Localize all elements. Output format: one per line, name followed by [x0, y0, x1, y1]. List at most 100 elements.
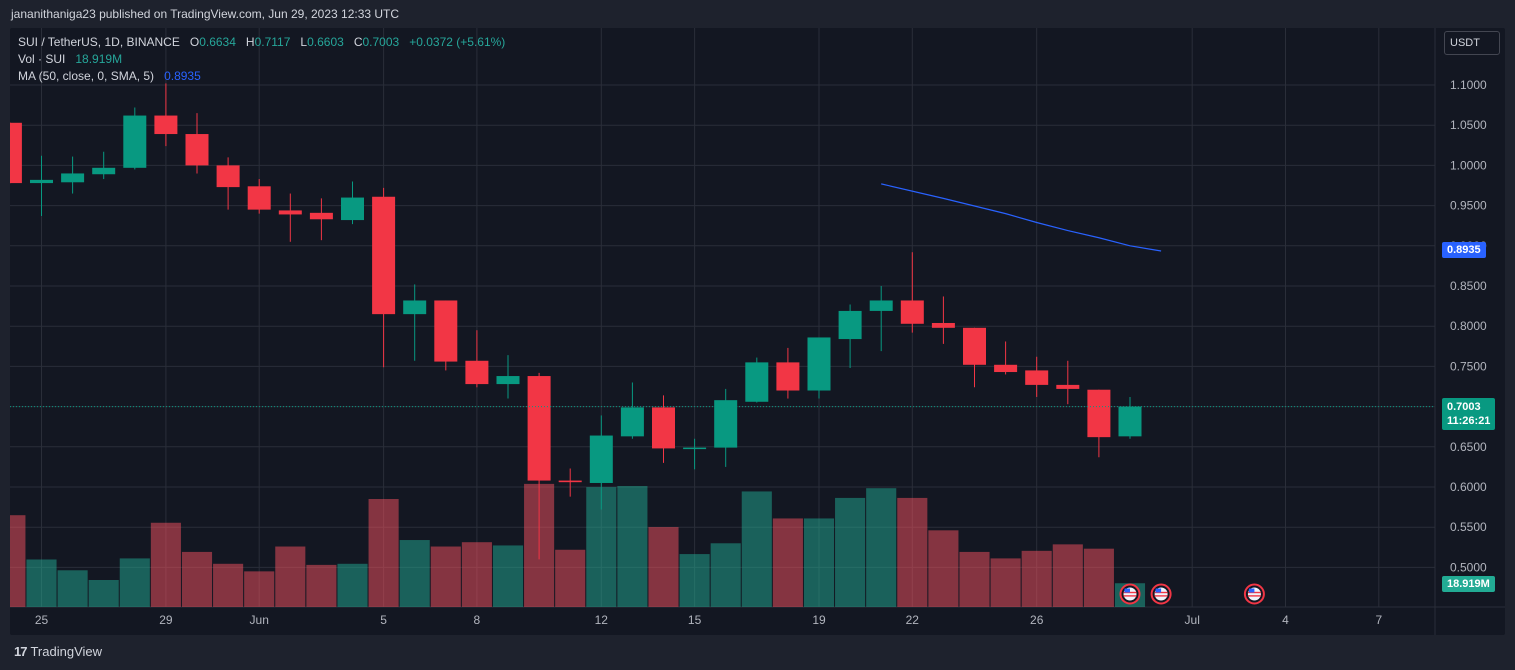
- volume-bar: [990, 558, 1021, 607]
- candle-body: [372, 196, 396, 315]
- candle-body: [652, 407, 675, 449]
- x-tick-label: 22: [906, 613, 920, 627]
- flag-stripe: [1154, 595, 1168, 597]
- publisher-header: jananithaniga23 published on TradingView…: [11, 7, 400, 21]
- legend-symbol[interactable]: SUI / TetherUS, 1D, BINANCE: [18, 35, 180, 49]
- legend-volume-value: 18.919M: [75, 52, 123, 66]
- x-tick-label: Jun: [250, 613, 269, 627]
- currency-selector[interactable]: USDT: [1444, 31, 1500, 55]
- y-tick-label: 0.8500: [1450, 279, 1487, 293]
- x-tick-label: 7: [1375, 613, 1382, 627]
- candlestick-chart[interactable]: 1.10001.05001.00000.95000.90000.85000.80…: [10, 28, 1505, 635]
- candle-body: [963, 327, 986, 365]
- volume-bar: [1052, 544, 1083, 607]
- volume-bar: [741, 491, 772, 607]
- candle-body: [714, 400, 738, 448]
- legend-open-value: 0.6634: [199, 35, 236, 49]
- candle-body: [30, 179, 53, 184]
- candle-body: [496, 376, 520, 385]
- candle-body: [434, 300, 458, 362]
- y-tick-label: 0.8000: [1450, 319, 1487, 333]
- volume-bar: [213, 563, 244, 607]
- volume-bar: [1021, 550, 1052, 607]
- flag-canton: [1248, 588, 1255, 593]
- y-tick-label: 1.1000: [1450, 78, 1487, 92]
- candle-body: [589, 435, 613, 483]
- volume-bar: [492, 545, 524, 607]
- flag-canton: [1124, 588, 1130, 593]
- ma-price-tag: 0.8935: [1442, 242, 1486, 258]
- candle-body: [10, 122, 22, 184]
- legend-ma-label: MA (50, close, 0, SMA, 5): [18, 69, 155, 83]
- legend-ma-value: 0.8935: [164, 69, 201, 83]
- candle-body: [1118, 406, 1142, 437]
- legend-change: +0.0372 (+5.61%): [409, 35, 506, 49]
- volume-bar: [897, 497, 928, 607]
- y-tick-label: 1.0000: [1450, 158, 1487, 172]
- legend-high-label: H: [245, 35, 255, 49]
- y-tick-label: 0.5000: [1450, 560, 1487, 574]
- x-tick-label: 8: [474, 613, 481, 627]
- volume-bar: [928, 530, 959, 607]
- candle-body: [309, 212, 333, 220]
- volume-bar: [959, 551, 990, 607]
- volume-bar: [866, 488, 897, 607]
- x-tick-label: 15: [688, 613, 702, 627]
- candle-body: [247, 186, 271, 210]
- candle-body: [403, 300, 427, 315]
- x-tick-label: Jul: [1185, 613, 1200, 627]
- volume-bar: [57, 570, 88, 607]
- y-tick-label: 0.6000: [1450, 480, 1487, 494]
- chart-area[interactable]: 1.10001.05001.00000.95000.90000.85000.80…: [10, 28, 1505, 635]
- candle-body: [185, 134, 209, 166]
- volume-bar: [461, 542, 492, 607]
- volume-bar: [26, 559, 57, 607]
- y-tick-label: 0.7500: [1450, 359, 1487, 373]
- volume-bar: [244, 571, 275, 607]
- candle-body: [216, 165, 240, 188]
- legend-symbol-row: SUI / TetherUS, 1D, BINANCE O0.6634 H0.7…: [18, 35, 505, 49]
- y-tick-label: 0.6500: [1450, 440, 1487, 454]
- volume-bar: [835, 497, 866, 607]
- volume-bar: [1083, 548, 1114, 607]
- candle-body: [341, 197, 364, 221]
- volume-bar: [648, 527, 679, 607]
- x-tick-label: 5: [380, 613, 387, 627]
- volume-bar: [275, 546, 306, 607]
- candle-body: [61, 173, 85, 183]
- candle-body: [838, 310, 862, 340]
- x-tick-label: 29: [159, 613, 173, 627]
- flag-stripe: [1247, 595, 1261, 597]
- volume-bar: [181, 551, 213, 607]
- x-tick-label: 12: [595, 613, 609, 627]
- volume-bar: [119, 558, 150, 607]
- candle-body: [869, 300, 893, 311]
- candle-body: [931, 322, 955, 328]
- candle-body: [92, 167, 116, 175]
- candle-body: [123, 115, 147, 168]
- volume-bar: [430, 546, 461, 607]
- candle-body: [527, 376, 551, 481]
- candle-body: [683, 447, 707, 450]
- volume-bar: [368, 499, 399, 607]
- tradingview-logo[interactable]: 17 TradingView: [14, 644, 102, 659]
- candle-body: [745, 362, 769, 402]
- last-price-value: 0.7003: [1447, 401, 1481, 413]
- candle-body: [776, 362, 800, 391]
- volume-bar: [803, 518, 835, 607]
- candle-body: [465, 360, 489, 385]
- y-tick-label: 0.5500: [1450, 520, 1487, 534]
- candle-body: [807, 337, 831, 391]
- legend-close-value: 0.7003: [362, 35, 400, 49]
- tradingview-logo-mark: 17: [14, 644, 28, 659]
- legend-ma-row[interactable]: MA (50, close, 0, SMA, 5) 0.8935: [18, 69, 201, 83]
- legend-volume-row[interactable]: Vol · SUI 18.919M: [18, 52, 122, 66]
- x-tick-label: 25: [35, 613, 49, 627]
- x-tick-label: 19: [812, 613, 826, 627]
- x-tick-label: 4: [1282, 613, 1289, 627]
- volume-bar: [617, 486, 648, 607]
- volume-bar: [337, 563, 368, 607]
- legend-low-value: 0.6603: [307, 35, 344, 49]
- candle-body: [1056, 384, 1080, 389]
- flag-canton: [1155, 588, 1162, 593]
